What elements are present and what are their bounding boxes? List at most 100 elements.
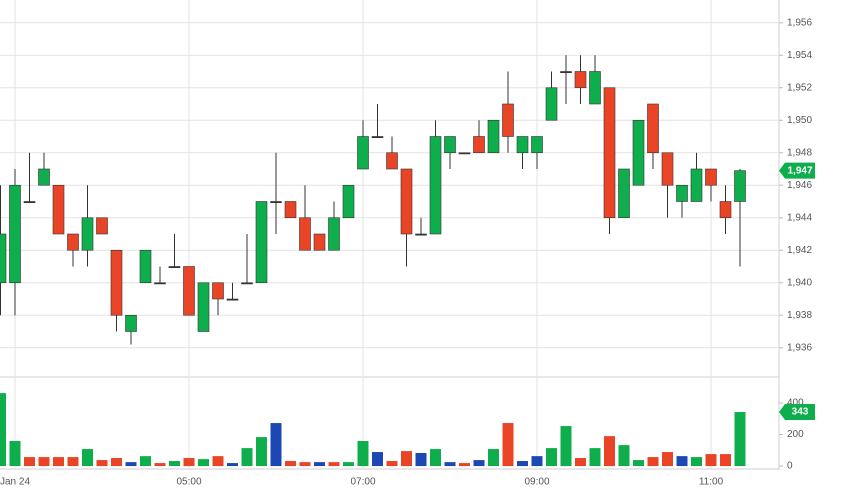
candle-body: [705, 168, 717, 186]
volume-bar: [647, 457, 659, 467]
candle-body: [38, 168, 50, 186]
y-tick-label: 1,948: [787, 147, 812, 158]
volume-bar: [473, 460, 485, 467]
volume-bar: [401, 451, 412, 467]
volume-bar: [734, 412, 746, 467]
candle-body: [647, 103, 659, 154]
x-tick-label: 11:00: [699, 477, 724, 488]
candle-body: [357, 136, 369, 170]
candle-body: [589, 71, 601, 105]
volume-bar: [633, 460, 644, 467]
volume-bar: [372, 452, 383, 467]
volume-bar: [430, 449, 441, 467]
volume-bar: [604, 436, 615, 467]
candle-body: [690, 168, 703, 202]
candle-body: [632, 119, 645, 186]
volume-bar: [0, 393, 6, 467]
candle-body: [255, 201, 268, 284]
candle-body: [23, 201, 36, 204]
x-tick-label: Jan 24: [0, 477, 30, 488]
candle-body: [545, 87, 558, 121]
volume-bar: [299, 462, 311, 467]
candle-body: [9, 184, 21, 284]
candle-body: [212, 282, 224, 300]
volume-bar: [212, 456, 224, 467]
y-tick-label: 1,954: [787, 50, 812, 61]
candle-body: [487, 119, 500, 154]
volume-bar: [183, 458, 195, 467]
volume-bar: [676, 456, 688, 467]
candle-body: [328, 217, 340, 251]
volume-bar: [343, 462, 354, 467]
last-price-label-bg: [779, 162, 815, 179]
candle-body: [154, 282, 166, 285]
volume-bar: [38, 457, 50, 467]
volume-bar: [502, 423, 514, 467]
volume-bar: [415, 452, 427, 467]
volume-bar: [357, 441, 369, 467]
volume-bar: [285, 461, 296, 467]
volume-bar: [140, 456, 151, 467]
candle-body: [574, 71, 587, 89]
volume-bar: [444, 462, 456, 467]
volume-bar: [691, 457, 702, 467]
candle-body: [444, 136, 456, 154]
y-tick-label: 1,944: [787, 212, 812, 223]
candle-body: [139, 249, 152, 284]
volume-bar: [227, 463, 238, 467]
volume-bar: [96, 460, 108, 467]
candle-body: [676, 184, 688, 202]
volume-bar: [82, 449, 93, 467]
candle-body: [52, 184, 65, 235]
candle-body: [429, 136, 442, 235]
volume-bar: [270, 423, 282, 467]
volume-bar: [517, 461, 528, 467]
volume-bar: [589, 448, 601, 467]
candle-body: [110, 249, 123, 316]
volume-bar: [256, 437, 267, 467]
volume-bar: [24, 457, 35, 467]
y-tick-label: 1,952: [787, 82, 812, 93]
volume-bar: [662, 452, 673, 467]
candle-body: [270, 201, 282, 204]
candle-body: [386, 152, 398, 170]
candle-body: [502, 103, 514, 137]
x-tick-label: 05:00: [176, 477, 201, 488]
candle-body: [299, 217, 311, 251]
y-tick-label: 1,936: [787, 342, 812, 353]
candle-body: [458, 152, 471, 155]
volume-bar: [459, 463, 470, 467]
volume-bar: [9, 441, 21, 467]
x-tick-label: 07:00: [350, 477, 375, 488]
volume-bar: [111, 458, 122, 467]
volume-bar: [546, 448, 557, 467]
volume-bar: [531, 456, 543, 467]
candle-body: [734, 170, 746, 202]
candle-body: [67, 233, 79, 251]
volume-bar: [125, 462, 137, 467]
candle-body: [241, 282, 253, 285]
candle-body: [400, 168, 413, 235]
candle-body: [516, 136, 529, 154]
volume-bar: [488, 449, 499, 467]
candle-body: [661, 152, 674, 186]
candle-body: [531, 136, 543, 154]
volume-tick-label: 0: [787, 461, 793, 472]
volume-tick-label: 400: [787, 398, 804, 409]
volume-bar: [560, 426, 572, 467]
candle-body: [284, 201, 297, 219]
candle-body: [226, 298, 239, 301]
last-volume-label-bg: [779, 404, 815, 421]
candle-body: [473, 136, 485, 154]
volume-tick-label: 200: [787, 429, 804, 440]
y-tick-label: 1,940: [787, 277, 812, 288]
candle-body: [125, 314, 137, 332]
volume-bar: [241, 448, 253, 467]
volume-bar: [198, 459, 209, 467]
candle-body: [0, 233, 7, 284]
last-volume-label: 343: [792, 407, 809, 418]
volume-bar: [618, 445, 630, 467]
candle-body: [313, 233, 326, 251]
volume-bar: [314, 462, 325, 467]
